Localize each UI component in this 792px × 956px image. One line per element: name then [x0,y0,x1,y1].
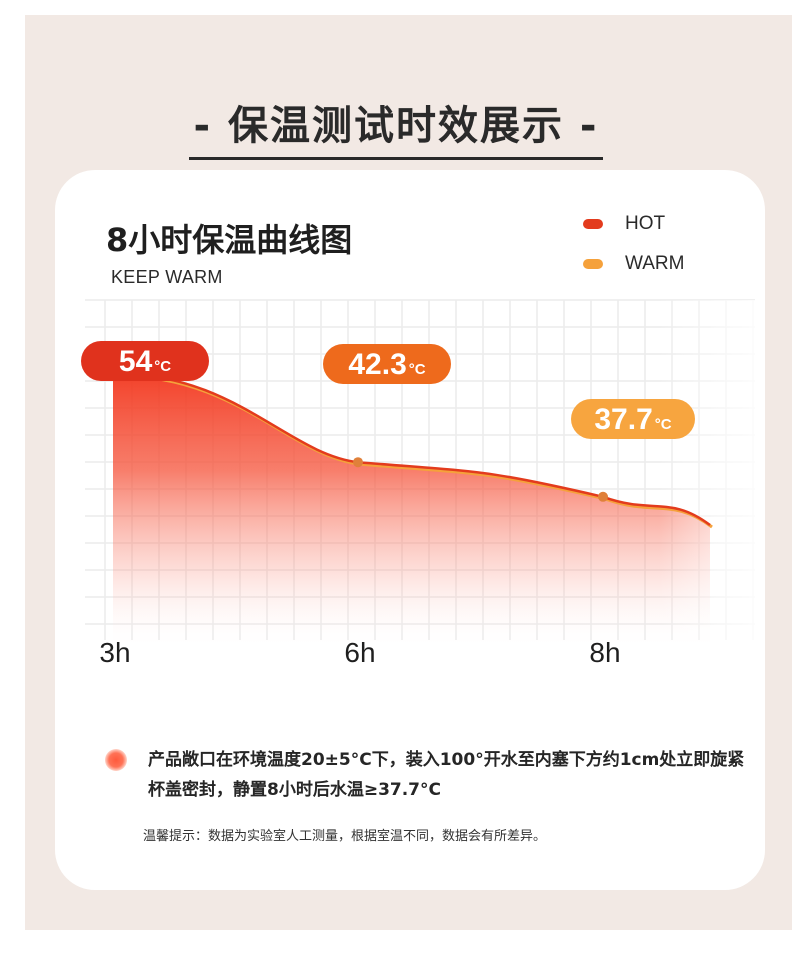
data-label-pill [81,341,209,381]
x-tick-label: 3h [99,637,130,668]
x-tick-label: 8h [589,637,620,668]
legend-item-warm: WARM [583,253,685,274]
data-label-pill [323,344,451,384]
chart-subtitle: KEEP WARM [111,267,223,287]
page-title: - 保温测试时效展示 - [25,93,792,160]
line-hot [112,372,711,527]
data-label-text: 54 °C [119,345,171,378]
chart-svg: 54 °C 42.3 °C 37.7 °C 3h 6h 8h [55,299,765,668]
legend-swatch-hot [583,219,603,229]
x-tick-label: 6h [344,637,375,668]
test-description-text: 产品敞口在环境温度20±5°C下，装入100°开水至内塞下方约1cm处立即旋紧杯… [148,750,745,800]
chart-marks: 54 °C 42.3 °C 37.7 °C 3h 6h 8h [55,300,765,668]
legend-swatch-warm [583,259,603,269]
data-label: 37.7 °C [571,399,695,439]
chart-title: 8小时保温曲线图 [106,221,353,259]
data-label: 54 °C [81,341,209,381]
disclaimer-text: 温馨提示：数据为实验室人工测量，根据室温不同，数据会有所差异。 [143,829,547,844]
legend-item-hot: HOT [583,213,684,234]
data-point [598,491,608,502]
data-label-pill [571,399,695,439]
data-label-text: 42.3 °C [348,348,425,381]
chart-legend: HOT WARM [583,213,685,294]
chart-card: 54 °C 42.3 °C 37.7 °C 3h 6h 8h 8小时保温曲线图 KEEP WAR… [55,170,765,890]
legend-label-warm: WARM [625,253,685,274]
legend-label-hot: HOT [625,213,666,234]
data-label: 42.3 °C [323,344,451,384]
data-point [353,457,363,468]
data-label-text: 37.7 °C [594,403,671,436]
bullet-dot-icon [105,749,127,771]
